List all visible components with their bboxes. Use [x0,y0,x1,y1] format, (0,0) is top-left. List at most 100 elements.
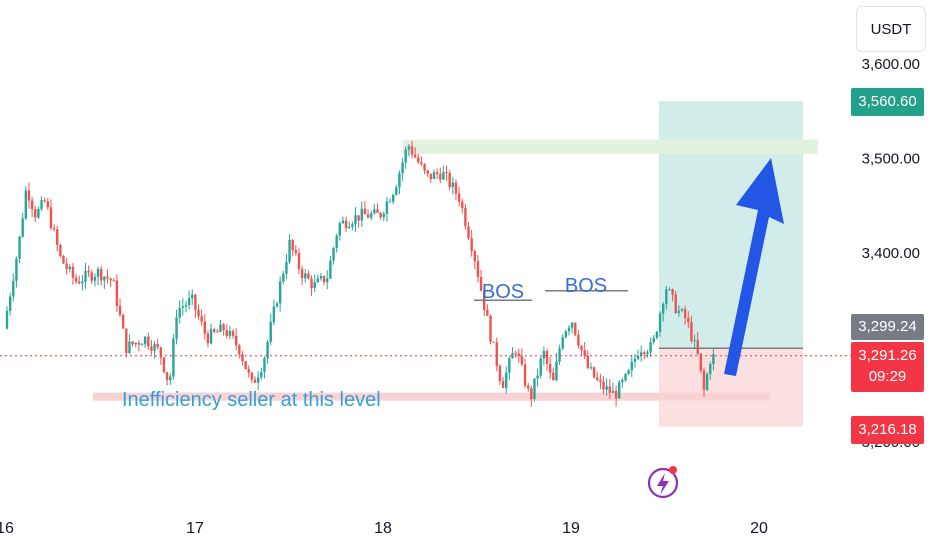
candle-body [87,270,90,273]
candle-body [128,341,131,353]
candle-body [504,372,508,388]
candle-body [191,294,194,299]
candle-body [624,373,627,381]
candle-body [216,331,219,333]
candle-body [545,351,549,365]
candle-body [260,372,263,378]
candle-body [457,193,461,202]
candle-body [633,358,637,362]
candle-body [307,273,310,279]
candle-body [599,379,602,382]
candle-body [282,273,285,282]
candle-body [329,260,332,279]
candle-body [391,194,395,202]
candle-body [369,213,373,218]
candle-body [520,356,524,365]
candle-body [511,353,514,359]
target-arrow-icon [724,158,784,376]
candle-body [96,268,100,277]
candle-body [219,324,222,332]
candle-body [448,172,451,188]
candle-body [561,337,564,349]
candle-body [354,215,357,225]
candle-body [181,306,185,308]
candle-body [319,275,323,279]
candle-body [18,236,21,259]
candle-body [250,372,254,380]
y-tick-label: 3,500.00 [862,151,920,168]
candle-body [495,342,498,367]
candle-body [21,218,24,237]
candle-body [266,341,269,359]
candle-body [536,375,539,379]
candle-body [401,162,404,174]
candle-body [297,253,301,270]
candle-body [398,173,401,188]
candle-body [690,322,693,342]
candle-body [37,209,40,218]
countdown-timer: 09:29 [868,368,907,385]
candle-body [93,276,97,281]
candle-body [162,357,166,373]
candle-body [326,278,329,283]
candle-body [46,201,50,208]
candle-body [655,331,659,338]
candle-body [209,329,213,344]
candle-body [649,342,652,353]
candle-body [338,223,341,236]
candle-body [5,310,9,329]
candle-body [137,342,141,345]
candle-body [476,261,480,277]
candle-body [442,172,445,180]
demand-zone [93,392,770,401]
candle-body [332,248,335,261]
candle-body [385,201,389,214]
target-zone [659,101,803,349]
candle-body [671,289,674,295]
last-price-tag: 3,291.26 09:29 [851,342,924,392]
candle-body [614,390,618,399]
candle-body [291,239,294,251]
stop-price-tag: 3,216.18 [851,416,924,444]
candle-body [580,345,583,351]
candle-body [269,321,272,342]
candle-body [687,317,690,323]
candle-body [263,358,266,373]
candle-body [445,172,448,174]
currency-selector[interactable]: USDT [856,6,926,52]
candle-body [30,200,34,210]
candle-body [583,350,586,356]
y-tick-label: 3,600.00 [862,56,920,73]
candle-body [461,201,464,209]
flash-icon [647,466,679,499]
entry-price-tag: 3,299.24 [851,314,924,340]
candle-body [156,344,159,348]
candle-body [683,309,687,318]
candle-body [103,276,106,281]
candle-body [244,361,247,370]
candle-body [366,214,370,218]
inefficiency-note: Inefficiency seller at this level [122,389,381,411]
candle-body [677,310,681,313]
candle-body [360,208,363,221]
candle-body [508,358,511,373]
candle-body [241,354,244,362]
candle-body [109,278,112,281]
candle-body [696,340,699,354]
candle-body [118,305,122,316]
candle-body [530,388,533,400]
candle-body [413,154,417,158]
candle-body [178,307,181,318]
candle-body [238,345,241,355]
candle-body [68,266,71,269]
candle-body [344,220,348,229]
candle-body [699,353,703,371]
candle-body [592,367,596,378]
candle-body [636,355,640,359]
x-tick-label: 16 [0,520,14,537]
candle-body [627,370,630,374]
candle-body [341,220,345,224]
candle-body [147,336,150,347]
